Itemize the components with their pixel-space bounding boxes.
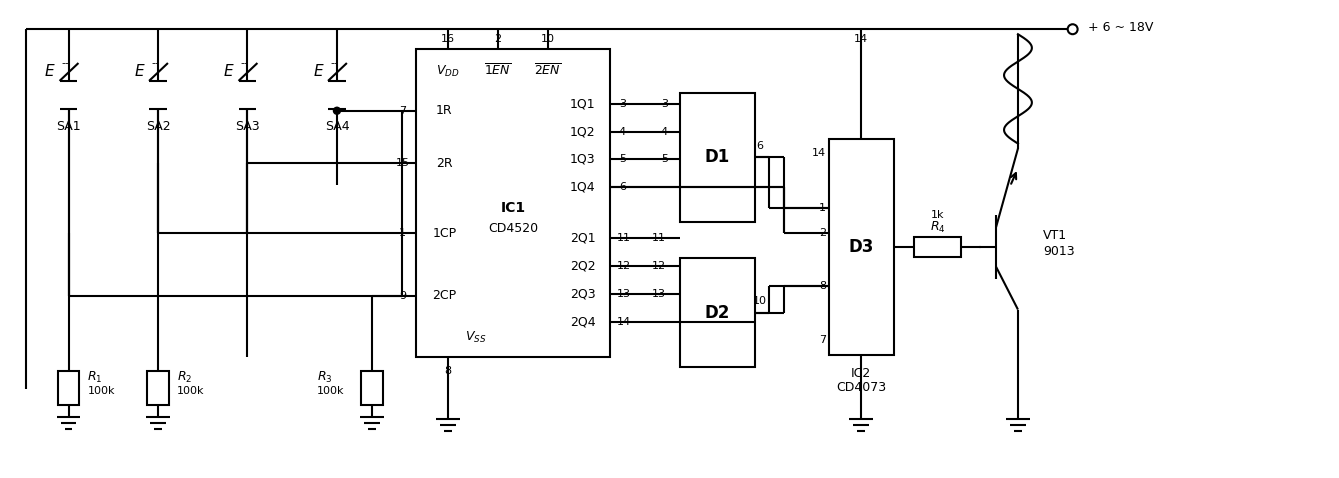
Text: D2: D2: [704, 304, 730, 322]
Text: --: --: [329, 58, 337, 68]
Text: 1: 1: [399, 228, 406, 238]
Text: $\overline{2EN}$: $\overline{2EN}$: [534, 63, 561, 79]
Text: VT1: VT1: [1043, 228, 1067, 241]
Bar: [913, 237, 961, 257]
Text: 2: 2: [494, 34, 502, 44]
Bar: [680, 258, 754, 367]
Text: 1Q4: 1Q4: [569, 181, 596, 194]
Text: 6: 6: [757, 141, 763, 151]
Text: $V_{DD}$: $V_{DD}$: [437, 64, 461, 78]
Bar: [829, 139, 893, 355]
Text: 2Q1: 2Q1: [569, 231, 596, 245]
Text: 14: 14: [811, 149, 826, 159]
Bar: [680, 93, 754, 222]
Text: 100k: 100k: [87, 386, 115, 396]
Text: 2Q4: 2Q4: [569, 315, 596, 328]
Text: 13: 13: [617, 289, 631, 299]
Text: $R_1$: $R_1$: [87, 369, 103, 385]
Text: 11: 11: [652, 233, 665, 243]
Text: 10: 10: [541, 34, 554, 44]
Text: 9: 9: [399, 291, 406, 301]
Text: 100k: 100k: [317, 386, 344, 396]
Text: 5: 5: [661, 154, 668, 164]
Text: IC2: IC2: [850, 367, 870, 380]
Text: 14: 14: [854, 34, 868, 44]
Text: CD4073: CD4073: [836, 380, 886, 394]
Text: 15: 15: [395, 158, 410, 168]
Text: 2Q2: 2Q2: [569, 260, 596, 272]
Text: E: E: [224, 65, 233, 79]
Text: 13: 13: [652, 289, 665, 299]
Text: E: E: [313, 65, 323, 79]
Text: 2CP: 2CP: [432, 289, 457, 302]
Text: SA3: SA3: [236, 120, 260, 133]
Bar: [58, 371, 79, 405]
Text: 4: 4: [619, 127, 625, 137]
Text: 100k: 100k: [177, 386, 205, 396]
Text: SA1: SA1: [56, 120, 80, 133]
Text: 1Q2: 1Q2: [569, 125, 596, 138]
Text: 1CP: 1CP: [432, 227, 457, 239]
Circle shape: [333, 107, 340, 114]
Text: 4: 4: [661, 127, 668, 137]
Text: 9013: 9013: [1043, 245, 1074, 259]
Text: 2: 2: [819, 228, 826, 238]
Text: $R_2$: $R_2$: [177, 369, 193, 385]
Text: 5: 5: [619, 154, 625, 164]
Text: 7: 7: [819, 336, 826, 346]
Text: 11: 11: [617, 233, 631, 243]
Text: 3: 3: [619, 99, 625, 109]
Text: 1k: 1k: [931, 210, 944, 220]
Text: 1R: 1R: [437, 104, 453, 117]
Text: 10: 10: [753, 295, 766, 305]
Text: 2Q3: 2Q3: [569, 287, 596, 300]
Text: IC1: IC1: [501, 201, 525, 215]
Text: $R_3$: $R_3$: [317, 369, 332, 385]
Text: SA4: SA4: [324, 120, 349, 133]
Text: 1Q1: 1Q1: [569, 98, 596, 110]
Text: 16: 16: [442, 34, 455, 44]
Bar: [360, 371, 383, 405]
Text: $R_4$: $R_4$: [929, 219, 945, 235]
Text: 8: 8: [445, 366, 451, 376]
Bar: [416, 49, 611, 358]
Text: --: --: [62, 58, 70, 68]
Text: D1: D1: [704, 149, 730, 166]
Text: SA2: SA2: [146, 120, 170, 133]
Bar: [147, 371, 169, 405]
Text: E: E: [134, 65, 143, 79]
Text: 7: 7: [399, 106, 406, 116]
Text: 1Q3: 1Q3: [569, 153, 596, 166]
Text: 3: 3: [661, 99, 668, 109]
Text: --: --: [151, 58, 159, 68]
Text: $\overline{1EN}$: $\overline{1EN}$: [485, 63, 511, 79]
Text: D3: D3: [848, 238, 873, 256]
Text: 8: 8: [819, 281, 826, 291]
Text: 12: 12: [617, 261, 631, 271]
Text: --: --: [241, 58, 249, 68]
Text: E: E: [44, 65, 55, 79]
Text: 14: 14: [617, 316, 631, 326]
Text: 2R: 2R: [437, 157, 453, 170]
Text: CD4520: CD4520: [487, 222, 538, 235]
Text: 1: 1: [819, 203, 826, 213]
Text: $V_{SS}$: $V_{SS}$: [466, 330, 487, 345]
Text: + 6 ~ 18V: + 6 ~ 18V: [1087, 21, 1153, 34]
Text: 12: 12: [652, 261, 665, 271]
Text: 6: 6: [619, 182, 625, 192]
